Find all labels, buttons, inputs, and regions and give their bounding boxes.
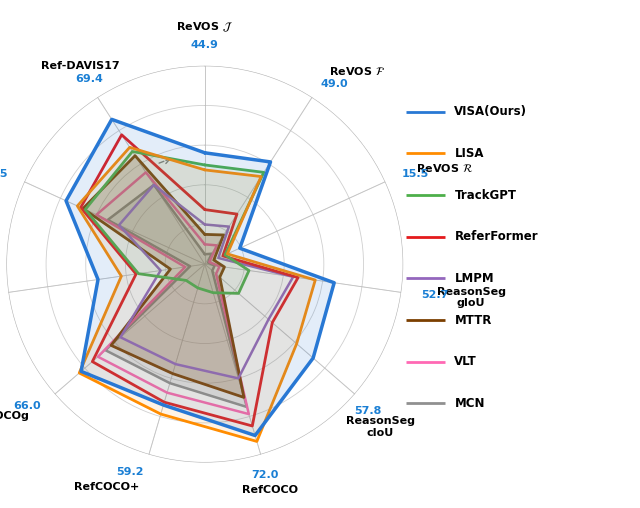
Text: MCN: MCN xyxy=(454,397,485,410)
Text: 69.4: 69.4 xyxy=(75,74,103,84)
Text: ReasonSeg
gIoU: ReasonSeg gIoU xyxy=(436,287,506,308)
Polygon shape xyxy=(83,155,244,397)
Text: LISA: LISA xyxy=(454,147,484,160)
Text: 59.2: 59.2 xyxy=(116,467,144,477)
Text: TrackGPT: TrackGPT xyxy=(454,188,516,202)
Text: ReVOS $\mathcal{F}$: ReVOS $\mathcal{F}$ xyxy=(329,65,385,77)
Text: 61.5: 61.5 xyxy=(0,169,8,179)
Text: RefCOCO+: RefCOCO+ xyxy=(74,482,140,492)
Text: 49.0: 49.0 xyxy=(321,79,348,89)
Text: ReVOS $\mathcal{R}$: ReVOS $\mathcal{R}$ xyxy=(416,162,473,174)
Text: 57.8: 57.8 xyxy=(355,406,382,416)
Text: RefCOCOg: RefCOCOg xyxy=(0,411,29,421)
Polygon shape xyxy=(85,151,264,294)
Text: ReasonSeg
cIoU: ReasonSeg cIoU xyxy=(346,416,415,438)
Polygon shape xyxy=(66,119,334,435)
Polygon shape xyxy=(77,147,316,441)
Polygon shape xyxy=(106,185,247,407)
Text: ReferFormer: ReferFormer xyxy=(454,230,538,243)
Text: 44.9: 44.9 xyxy=(191,40,219,50)
Text: 72.0: 72.0 xyxy=(252,470,279,480)
Text: 66.0: 66.0 xyxy=(13,401,42,411)
Text: LMPM: LMPM xyxy=(454,272,494,285)
Text: VISA(Ours): VISA(Ours) xyxy=(454,105,527,118)
Text: ReVOS $\mathcal{J}$: ReVOS $\mathcal{J}$ xyxy=(177,21,233,34)
Text: 52.7: 52.7 xyxy=(421,290,448,300)
Text: VLT: VLT xyxy=(454,355,477,368)
Text: 15.5: 15.5 xyxy=(401,169,429,179)
Text: RefCOCO: RefCOCO xyxy=(242,485,298,495)
Text: Ref-DAVIS17: Ref-DAVIS17 xyxy=(41,60,120,71)
Text: MTTR: MTTR xyxy=(454,313,492,327)
